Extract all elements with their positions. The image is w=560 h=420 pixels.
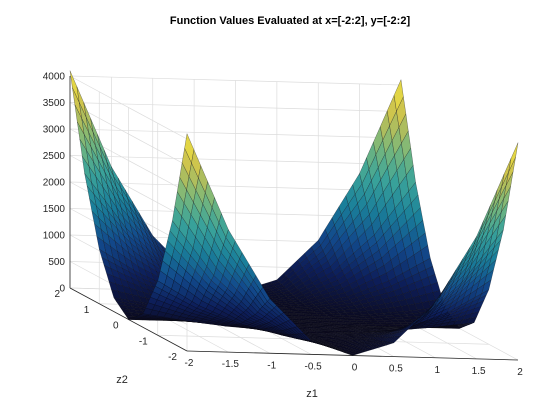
x-tick-label: -1	[267, 360, 276, 371]
x-tick-label: 0	[352, 363, 358, 374]
y-tick-label: 1	[84, 305, 90, 316]
z-tick-label: 4000	[43, 72, 66, 83]
z-tick-label: 1500	[43, 204, 66, 215]
y-tick-label: 2	[54, 289, 60, 300]
grid-line	[69, 102, 402, 112]
z-tick-label: 3000	[43, 125, 66, 136]
x-tick-label: 1.5	[472, 366, 486, 377]
z-tick-label: 500	[48, 257, 65, 268]
z-tick-label: 0	[59, 284, 65, 295]
y-axis-label: z2	[116, 374, 128, 386]
grid-line	[69, 181, 402, 192]
grid-line	[69, 128, 402, 139]
y-tick-label: 0	[113, 321, 119, 332]
chart-title: Function Values Evaluated at x=[-2:2], y…	[170, 15, 411, 27]
grid-line	[69, 155, 402, 165]
grid-line	[69, 75, 402, 86]
x-tick-label: 1	[434, 365, 440, 376]
surface-patch	[508, 142, 519, 172]
z-tick-label: 1000	[43, 231, 66, 242]
grid-line	[69, 75, 188, 140]
x-axis-label: z1	[306, 388, 318, 400]
x-tick-label: 2	[517, 367, 523, 378]
grid-line	[69, 102, 188, 166]
x-tick-label: -2	[185, 358, 194, 369]
z-tick-label: 3500	[43, 98, 66, 109]
y-tick-label: -1	[139, 336, 148, 347]
z-tick-label: 2000	[43, 178, 66, 189]
surface-mesh	[69, 70, 519, 356]
x-tick-label: -0.5	[305, 361, 323, 372]
x-tick-label: -1.5	[222, 359, 240, 370]
x-tick-label: 0.5	[389, 364, 403, 375]
z-tick-label: 2500	[43, 151, 66, 162]
y-tick-label: -2	[168, 352, 177, 363]
